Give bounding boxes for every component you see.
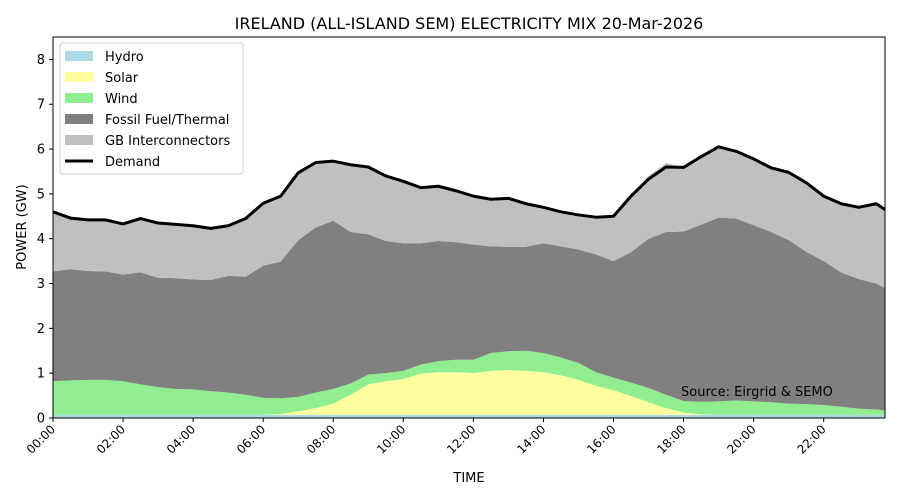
x-tick-label: 10:00 [374, 422, 408, 456]
y-tick-label: 0 [37, 412, 45, 427]
line-demand [52, 145, 886, 230]
legend-swatch-solar [65, 72, 93, 82]
y-tick-label: 5 [37, 187, 45, 202]
area-hydro [53, 414, 885, 418]
legend-label-hydro: Hydro [105, 50, 144, 65]
legend-label-solar: Solar [105, 71, 139, 86]
x-tick-label: 02:00 [94, 422, 128, 456]
x-tick-label: 12:00 [444, 422, 478, 456]
legend-swatch-fossil-fuel-thermal [65, 114, 93, 124]
legend-label-gb-interconnectors: GB Interconnectors [105, 134, 230, 149]
legend-box [59, 42, 244, 175]
demand-line-group [52, 145, 886, 230]
x-axis-label: TIME [452, 471, 484, 486]
x-tick-label: 08:00 [304, 422, 338, 456]
y-tick-label: 1 [37, 367, 45, 382]
legend-label-fossil-fuel-thermal: Fossil Fuel/Thermal [105, 113, 229, 128]
chart-title: IRELAND (ALL-ISLAND SEM) ELECTRICITY MIX… [235, 14, 704, 33]
x-tick-label: 06:00 [234, 422, 268, 456]
y-tick-label: 6 [37, 143, 45, 158]
area-fossil-fuel-thermal [53, 217, 885, 411]
area-wind [53, 350, 885, 415]
source-annotation: Source: Eirgrid & SEMO [681, 385, 833, 400]
x-axis: 00:00 02:00 04:00 06:00 08:00 10:00 12:00 14:00… [24, 418, 829, 457]
stacked-areas [53, 145, 885, 418]
area-solar [53, 370, 885, 415]
legend-label-wind: Wind [105, 92, 138, 107]
area-gb-interconnectors [53, 145, 885, 289]
legend-swatch-hydro [65, 51, 93, 61]
legend-swatch-gb-interconnectors [65, 135, 93, 145]
x-tick-label: 18:00 [654, 422, 688, 456]
x-tick-label: 16:00 [584, 422, 618, 456]
x-tick-label: 22:00 [794, 422, 828, 456]
x-tick-label: 00:00 [24, 422, 58, 456]
y-tick-label: 7 [37, 98, 45, 113]
y-axis-label: POWER (GW) [15, 184, 30, 269]
y-axis: 0 1 2 3 4 5 6 7 8 [37, 53, 53, 427]
y-tick-label: 2 [37, 322, 45, 337]
x-tick-label: 04:00 [164, 422, 198, 456]
legend: Hydro Solar Wind Fossil Fuel/Thermal GB Inte… [59, 42, 244, 175]
x-tick-label: 14:00 [514, 422, 548, 456]
legend-label-demand: Demand [105, 155, 160, 170]
y-tick-label: 4 [37, 232, 45, 247]
plot-frame [52, 36, 886, 419]
x-tick-label: 20:00 [724, 422, 758, 456]
legend-swatch-wind [65, 93, 93, 103]
y-tick-label: 3 [37, 277, 45, 292]
y-tick-label: 8 [37, 53, 45, 68]
